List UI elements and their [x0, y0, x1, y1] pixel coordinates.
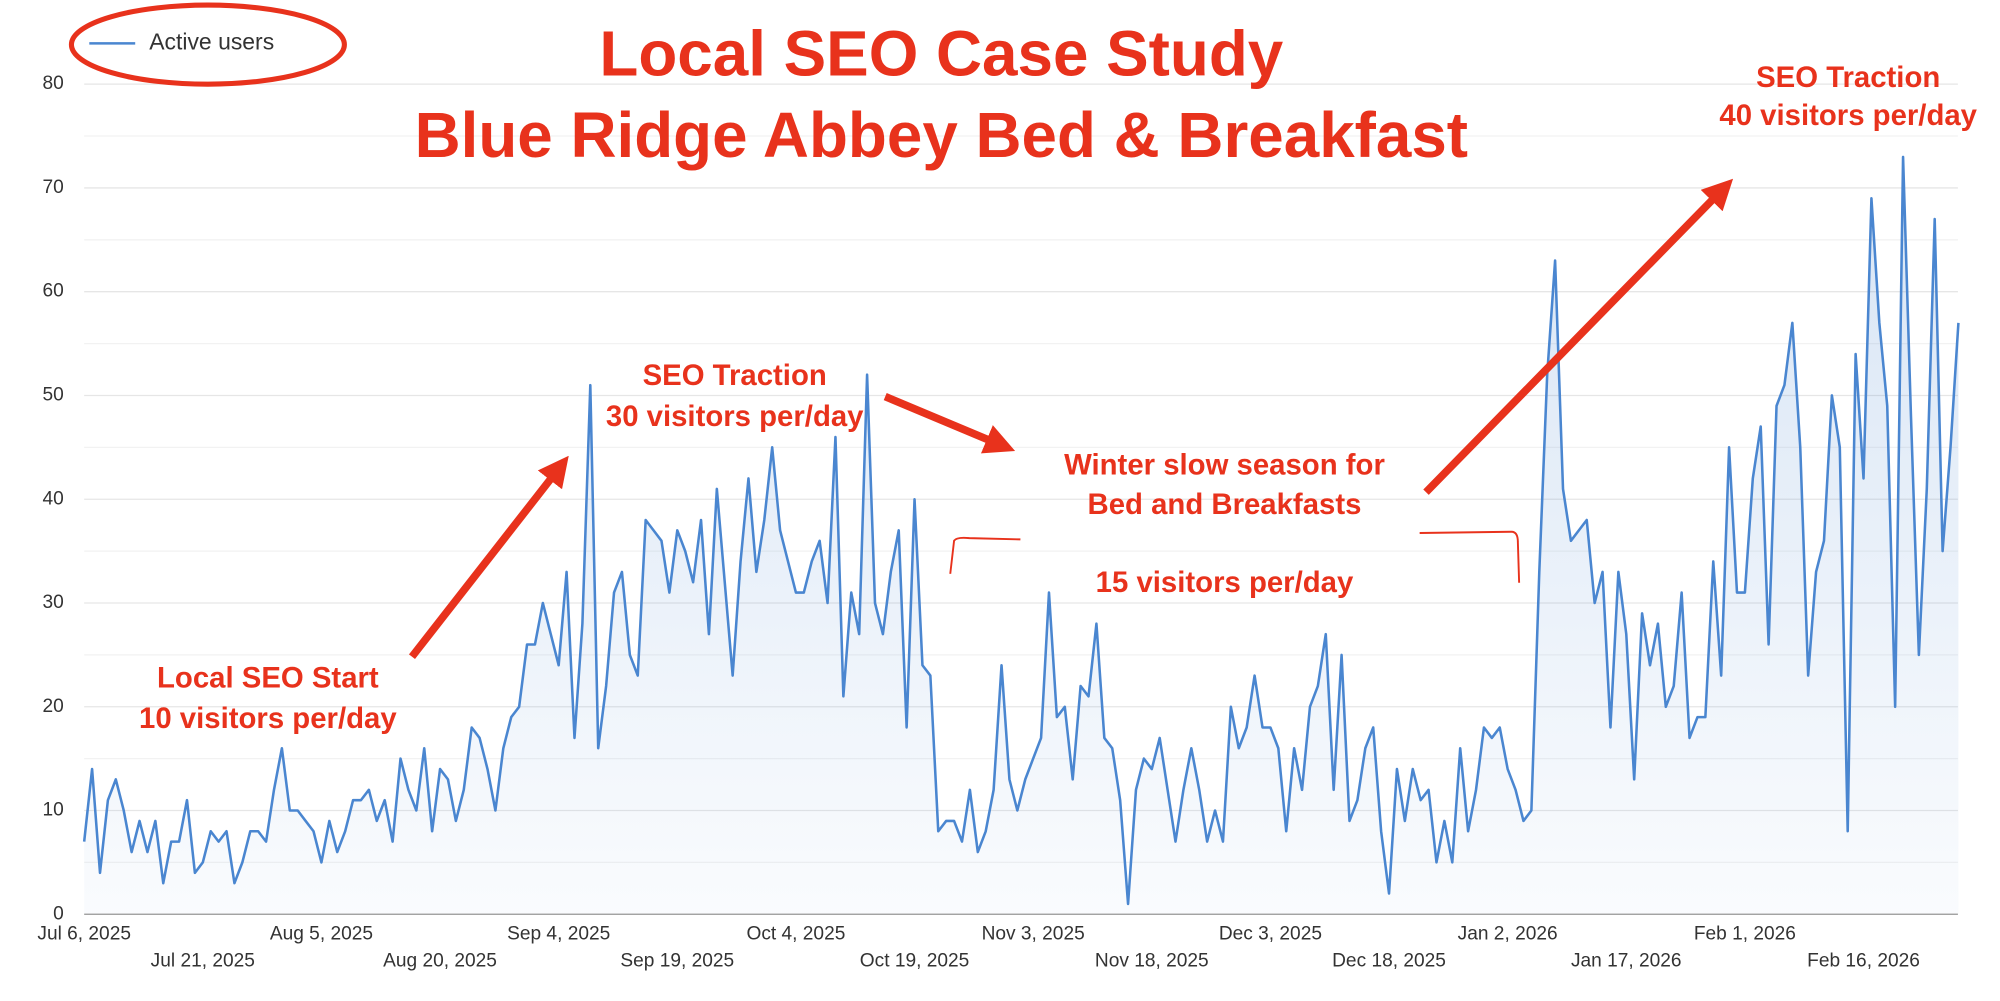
arrow — [408, 455, 569, 660]
x-tick-label: Feb 1, 2026 — [1694, 924, 1796, 945]
y-tick-label: 0 — [53, 903, 64, 924]
arrow — [883, 393, 1016, 454]
annotation: 10 visitors per/day — [139, 702, 397, 735]
y-tick-label: 40 — [42, 488, 63, 509]
y-tick-label: 20 — [42, 696, 63, 717]
x-tick-label: Jan 17, 2026 — [1571, 951, 1682, 972]
x-tick-label: Oct 4, 2025 — [746, 924, 845, 945]
arrow — [1423, 178, 1734, 495]
x-tick-label: Oct 19, 2025 — [860, 951, 970, 972]
annotation: 40 visitors per/day — [1719, 99, 1977, 132]
annotation: 15 visitors per/day — [1096, 566, 1354, 599]
x-tick-label: Aug 20, 2025 — [383, 951, 497, 972]
chart-title: Local SEO Case Study — [599, 18, 1283, 90]
line — [82, 155, 1960, 906]
annotation: SEO Traction — [643, 359, 827, 392]
x-tick-label: Sep 19, 2025 — [620, 951, 734, 972]
annotation: Local SEO Start — [157, 661, 379, 694]
x-tick-label: Jul 6, 2025 — [37, 924, 131, 945]
x-tick-label: Feb 16, 2026 — [1807, 951, 1920, 972]
y-tick-label: 50 — [42, 385, 63, 406]
y-tick-label: 10 — [42, 800, 63, 821]
y-tick-label: 80 — [42, 73, 63, 94]
x-tick-label: Sep 4, 2025 — [507, 924, 610, 945]
y-tick-label: 70 — [42, 177, 63, 198]
chart-subtitle: Blue Ridge Abbey Bed & Breakfast — [415, 99, 1468, 171]
annotation: Bed and Breakfasts — [1088, 488, 1362, 521]
annotation: 30 visitors per/day — [606, 400, 864, 433]
annotation: Winter slow season for — [1064, 448, 1385, 481]
legend-label: Active users — [149, 28, 274, 54]
legend-highlight — [68, 2, 347, 87]
x-tick-label: Jul 21, 2025 — [151, 951, 255, 972]
x-tick-label: Dec 18, 2025 — [1332, 951, 1446, 972]
area — [84, 156, 1959, 915]
x-tick-label: Dec 3, 2025 — [1219, 924, 1322, 945]
x-tick-label: Nov 18, 2025 — [1095, 951, 1209, 972]
x-tick-label: Aug 5, 2025 — [270, 924, 373, 945]
annotation: SEO Traction — [1756, 61, 1940, 94]
x-tick-label: Jan 2, 2026 — [1458, 924, 1558, 945]
x-tick-label: Nov 3, 2025 — [982, 924, 1085, 945]
y-tick-label: 30 — [42, 592, 63, 613]
y-tick-label: 60 — [42, 281, 63, 302]
bracket — [1419, 530, 1521, 583]
bracket — [949, 536, 1021, 574]
